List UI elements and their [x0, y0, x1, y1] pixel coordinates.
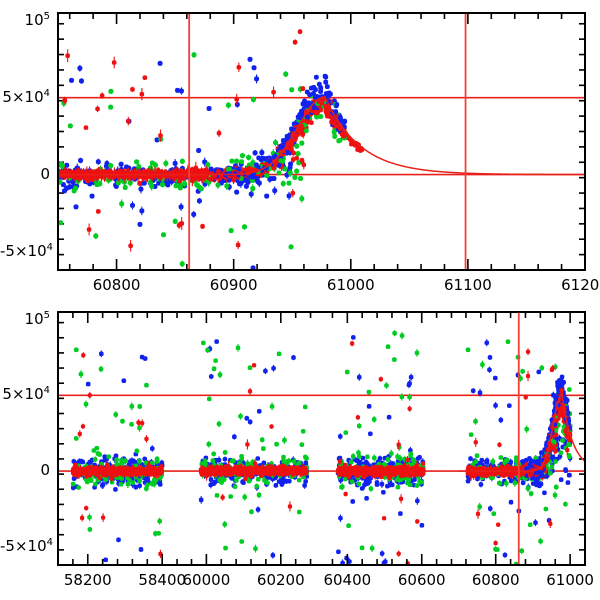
- x-tick-label: 61100: [444, 276, 492, 294]
- x-tick-label: 61000: [326, 276, 375, 294]
- x-tick-label: 58400: [138, 571, 187, 589]
- y-tick-label: 105: [24, 10, 50, 29]
- y-tick-label: 5×104: [2, 385, 50, 404]
- x-tick-label: 60000: [182, 571, 231, 589]
- x-tick-label: 61000: [546, 571, 594, 589]
- top-panel: [57, 12, 586, 271]
- y-tick-label: -5×104: [0, 241, 53, 260]
- y-tick-label: -5×104: [0, 536, 53, 555]
- x-tick-label: 60600: [397, 571, 446, 589]
- x-tick-label: 60900: [209, 276, 258, 294]
- x-tick-label: 60800: [471, 571, 520, 589]
- top-panel-plot: [57, 12, 586, 271]
- y-tick-label: 5×104: [2, 87, 50, 106]
- y-tick-label: 0: [40, 164, 50, 183]
- x-tick-label: 60400: [323, 571, 372, 589]
- y-tick-label: 105: [24, 309, 50, 328]
- x-tick-label: 60200: [256, 571, 305, 589]
- x-tick-label: 61200: [561, 276, 600, 294]
- x-tick-label: 60800: [92, 276, 141, 294]
- bottom-panel-plot: [57, 311, 586, 566]
- y-tick-label: 0: [40, 461, 50, 480]
- x-tick-label: 58200: [63, 571, 112, 589]
- bottom-panel: [57, 311, 586, 566]
